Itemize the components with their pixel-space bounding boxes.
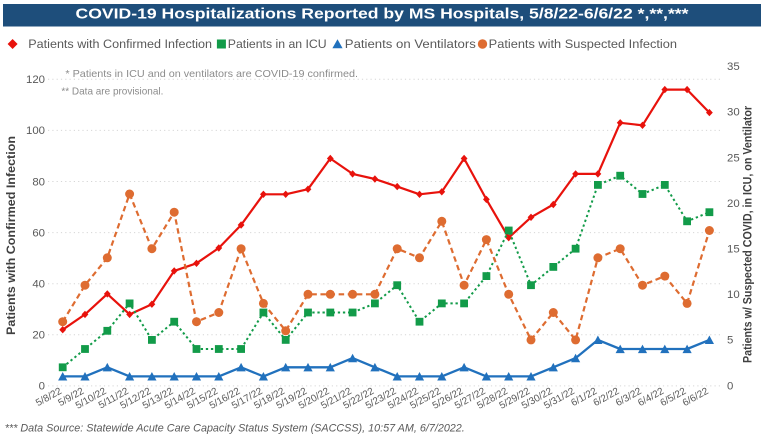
svg-text:40: 40 [32,279,45,291]
svg-text:Patients with Confirmed Infect: Patients with Confirmed Infection [28,37,212,51]
svg-text:30: 30 [727,107,740,119]
svg-text:COVID-19 Hospitalizations Repo: COVID-19 Hospitalizations Reported by MS… [76,7,689,23]
svg-text:25: 25 [727,152,740,164]
svg-text:0: 0 [39,381,45,393]
svg-text:60: 60 [32,227,45,239]
svg-text:Patients on Ventilators: Patients on Ventilators [345,37,476,51]
svg-text:20: 20 [727,198,740,210]
svg-text:Patients with Confirmed Infect: Patients with Confirmed Infection [4,136,18,335]
svg-text:10: 10 [727,289,740,301]
svg-text:35: 35 [727,61,740,73]
svg-text:*** Data Source: Statewide Acu: *** Data Source: Statewide Acute Care Ca… [5,423,465,435]
svg-text:5: 5 [727,335,733,347]
svg-text:80: 80 [32,176,45,188]
svg-text:20: 20 [32,330,45,342]
svg-text:0: 0 [727,380,733,392]
svg-text:120: 120 [26,74,45,86]
svg-text:** Data are provisional.: ** Data are provisional. [61,87,163,98]
svg-text:Patients in an ICU: Patients in an ICU [228,37,327,51]
svg-text:Patients w/ Suspected COVID, i: Patients w/ Suspected COVID, in ICU, on … [743,106,755,363]
svg-text:100: 100 [26,125,45,137]
svg-text:* Patients in ICU and on venti: * Patients in ICU and on ventilators are… [65,69,358,80]
svg-text:Patients with Suspected Infect: Patients with Suspected Infection [489,37,677,51]
svg-text:15: 15 [727,244,740,256]
